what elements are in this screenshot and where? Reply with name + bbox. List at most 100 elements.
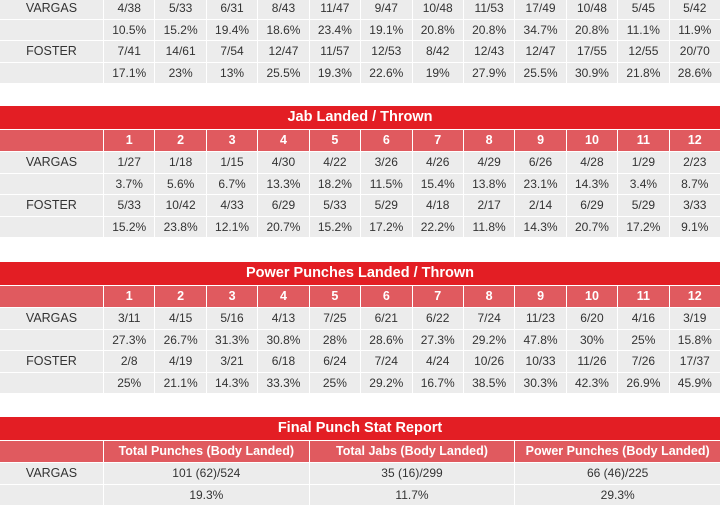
- landed-thrown-cell: 7/41: [104, 41, 154, 62]
- column-header: 5: [310, 130, 360, 151]
- column-header: 7: [413, 286, 463, 307]
- percentage-cell: 21.1%: [155, 373, 205, 394]
- landed-thrown-cell: 1/29: [618, 152, 668, 173]
- landed-thrown-cell: 12/43: [464, 41, 514, 62]
- percentage-cell: 18.2%: [310, 174, 360, 195]
- fighter-name: VARGAS: [0, 152, 103, 173]
- percentage-cell: 20.7%: [567, 217, 617, 238]
- percentage-cell: 11.8%: [464, 217, 514, 238]
- percentage-cell: 26.7%: [155, 330, 205, 351]
- landed-thrown-cell: 4/16: [618, 308, 668, 329]
- percentage-cell: 8.7%: [670, 174, 720, 195]
- percentage-cell: 25%: [310, 373, 360, 394]
- percentage-cell: 20.8%: [567, 20, 617, 41]
- landed-thrown-cell: 10/42: [155, 195, 205, 216]
- percentage-cell: 14.3%: [207, 373, 257, 394]
- percentage-cell: 30%: [567, 330, 617, 351]
- landed-thrown-cell: 10/33: [515, 351, 565, 372]
- landed-thrown-cell: 3/33: [670, 195, 720, 216]
- column-header: 3: [207, 130, 257, 151]
- landed-thrown-cell: 6/18: [258, 351, 308, 372]
- percentage-cell: 3.4%: [618, 174, 668, 195]
- landed-thrown-cell: 7/25: [310, 308, 360, 329]
- landed-thrown-cell: 3/26: [361, 152, 411, 173]
- column-header: 8: [464, 286, 514, 307]
- landed-thrown-cell: 4/24: [413, 351, 463, 372]
- column-header: 11: [618, 130, 668, 151]
- landed-thrown-cell: 2/8: [104, 351, 154, 372]
- column-header: 11: [618, 286, 668, 307]
- percentage-cell: 13.3%: [258, 174, 308, 195]
- header-blank: [0, 286, 103, 307]
- column-header: 9: [515, 130, 565, 151]
- column-header: 1: [104, 130, 154, 151]
- landed-thrown-cell: 4/18: [413, 195, 463, 216]
- landed-thrown-cell: 101 (62)/524: [104, 463, 309, 484]
- landed-thrown-cell: 11/53: [464, 0, 514, 19]
- column-header: Total Jabs (Body Landed): [310, 441, 515, 462]
- landed-thrown-cell: 4/26: [413, 152, 463, 173]
- percentage-cell: 10.5%: [104, 20, 154, 41]
- percentage-cell: 38.5%: [464, 373, 514, 394]
- landed-thrown-cell: 17/49: [515, 0, 565, 19]
- landed-thrown-cell: 1/27: [104, 152, 154, 173]
- column-header: 5: [310, 286, 360, 307]
- landed-thrown-cell: 12/47: [258, 41, 308, 62]
- column-header: 8: [464, 130, 514, 151]
- fighter-name-spacer: [0, 20, 103, 41]
- percentage-cell: 20.8%: [413, 20, 463, 41]
- percentage-cell: 9.1%: [670, 217, 720, 238]
- landed-thrown-cell: 10/48: [567, 0, 617, 19]
- landed-thrown-cell: 66 (46)/225: [515, 463, 720, 484]
- percentage-cell: 15.8%: [670, 330, 720, 351]
- percentage-cell: 17.2%: [618, 217, 668, 238]
- percentage-cell: 25%: [618, 330, 668, 351]
- landed-thrown-cell: 14/61: [155, 41, 205, 62]
- percentage-cell: 19.4%: [207, 20, 257, 41]
- landed-thrown-cell: 5/33: [310, 195, 360, 216]
- landed-thrown-cell: 10/26: [464, 351, 514, 372]
- percentage-cell: 15.2%: [155, 20, 205, 41]
- landed-thrown-cell: 4/33: [207, 195, 257, 216]
- header-blank: [0, 130, 103, 151]
- percentage-cell: 27.9%: [464, 63, 514, 84]
- landed-thrown-cell: 6/20: [567, 308, 617, 329]
- percentage-cell: 21.8%: [618, 63, 668, 84]
- landed-thrown-cell: 3/21: [207, 351, 257, 372]
- percentage-cell: 16.7%: [413, 373, 463, 394]
- percentage-cell: 31.3%: [207, 330, 257, 351]
- percentage-cell: 6.7%: [207, 174, 257, 195]
- fighter-name-spacer: [0, 174, 103, 195]
- landed-thrown-cell: 4/29: [464, 152, 514, 173]
- percentage-cell: 15.2%: [104, 217, 154, 238]
- percentage-cell: 23%: [155, 63, 205, 84]
- landed-thrown-cell: 6/29: [567, 195, 617, 216]
- fighter-name: FOSTER: [0, 41, 103, 62]
- landed-thrown-cell: 2/23: [670, 152, 720, 173]
- column-header: 6: [361, 286, 411, 307]
- percentage-cell: 27.3%: [413, 330, 463, 351]
- percentage-cell: 19%: [413, 63, 463, 84]
- column-header: 7: [413, 130, 463, 151]
- percentage-cell: 20.8%: [464, 20, 514, 41]
- percentage-cell: 5.6%: [155, 174, 205, 195]
- percentage-cell: 29.2%: [464, 330, 514, 351]
- percentage-cell: 29.2%: [361, 373, 411, 394]
- landed-thrown-cell: 1/18: [155, 152, 205, 173]
- fighter-name-spacer: [0, 373, 103, 394]
- landed-thrown-cell: 5/42: [670, 0, 720, 19]
- landed-thrown-cell: 5/29: [618, 195, 668, 216]
- percentage-cell: 17.2%: [361, 217, 411, 238]
- percentage-cell: 14.3%: [567, 174, 617, 195]
- landed-thrown-cell: 7/24: [464, 308, 514, 329]
- column-header: 12: [670, 286, 720, 307]
- landed-thrown-cell: 9/47: [361, 0, 411, 19]
- percentage-cell: 12.1%: [207, 217, 257, 238]
- percentage-cell: 28.6%: [361, 330, 411, 351]
- landed-thrown-cell: 5/33: [155, 0, 205, 19]
